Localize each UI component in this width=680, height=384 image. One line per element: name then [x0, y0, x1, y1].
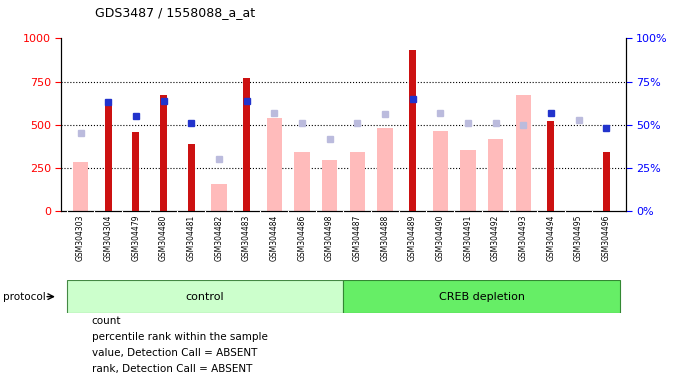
- Bar: [73, 162, 88, 211]
- Text: GSM304496: GSM304496: [602, 215, 611, 261]
- Text: GDS3487 / 1558088_a_at: GDS3487 / 1558088_a_at: [95, 6, 255, 19]
- Text: GSM304486: GSM304486: [297, 215, 307, 261]
- Text: GSM304304: GSM304304: [104, 215, 113, 261]
- Text: count: count: [92, 316, 121, 326]
- Text: percentile rank within the sample: percentile rank within the sample: [92, 332, 268, 342]
- Text: GSM304490: GSM304490: [436, 215, 445, 261]
- Text: GSM304491: GSM304491: [463, 215, 473, 261]
- Text: rank, Detection Call = ABSENT: rank, Detection Call = ABSENT: [92, 364, 252, 374]
- Bar: [105, 104, 112, 211]
- Bar: [160, 95, 167, 211]
- Text: CREB depletion: CREB depletion: [439, 291, 525, 302]
- Bar: [515, 95, 531, 211]
- Bar: [602, 152, 610, 211]
- Bar: [432, 131, 448, 211]
- Bar: [188, 144, 194, 211]
- Text: GSM304493: GSM304493: [519, 215, 528, 261]
- Bar: [409, 50, 416, 211]
- Bar: [211, 184, 226, 211]
- Text: GSM304481: GSM304481: [187, 215, 196, 261]
- Bar: [67, 280, 343, 313]
- Bar: [294, 152, 309, 211]
- Bar: [133, 132, 139, 211]
- Text: GSM304480: GSM304480: [159, 215, 168, 261]
- Bar: [547, 121, 554, 211]
- Bar: [350, 152, 365, 211]
- Bar: [488, 139, 503, 211]
- Text: GSM304303: GSM304303: [76, 215, 85, 261]
- Bar: [377, 128, 392, 211]
- Text: GSM304483: GSM304483: [242, 215, 251, 261]
- Text: GSM304489: GSM304489: [408, 215, 417, 261]
- Text: GSM304498: GSM304498: [325, 215, 334, 261]
- Bar: [322, 160, 337, 211]
- Text: control: control: [186, 291, 224, 302]
- Text: GSM304492: GSM304492: [491, 215, 500, 261]
- Bar: [243, 78, 250, 211]
- Text: protocol: protocol: [3, 291, 46, 302]
- Text: GSM304484: GSM304484: [270, 215, 279, 261]
- Bar: [343, 280, 620, 313]
- Text: value, Detection Call = ABSENT: value, Detection Call = ABSENT: [92, 348, 257, 358]
- Text: GSM304479: GSM304479: [131, 215, 140, 261]
- Text: GSM304488: GSM304488: [380, 215, 390, 261]
- Text: GSM304495: GSM304495: [574, 215, 583, 261]
- Text: GSM304494: GSM304494: [547, 215, 556, 261]
- Text: GSM304482: GSM304482: [214, 215, 224, 261]
- Bar: [460, 150, 475, 211]
- Bar: [267, 118, 282, 211]
- Text: GSM304487: GSM304487: [353, 215, 362, 261]
